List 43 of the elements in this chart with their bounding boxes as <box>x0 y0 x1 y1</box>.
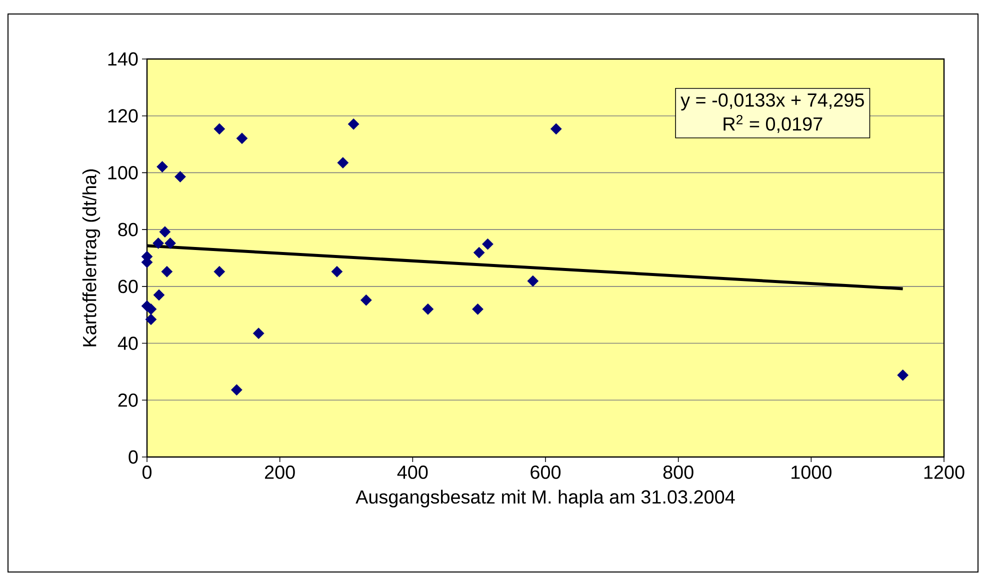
point <box>897 369 909 381</box>
point <box>214 123 226 135</box>
x-tick-label: 600 <box>530 466 561 479</box>
point <box>164 238 176 249</box>
y-tick-label: 0 <box>128 450 138 464</box>
point <box>482 238 494 250</box>
point <box>331 266 343 278</box>
point <box>473 246 485 258</box>
y-tick-label: 80 <box>118 222 138 236</box>
point <box>214 266 226 278</box>
point <box>161 266 173 278</box>
point <box>527 275 539 287</box>
y-tick-label: 20 <box>118 393 138 407</box>
x-axis-title: Ausgangsbesatz mit M. hapla am 31.03.2004 <box>356 490 735 508</box>
point <box>153 289 165 301</box>
point <box>152 238 164 249</box>
x-tick-label: 1000 <box>792 466 832 479</box>
annotation: y = -0,0133x + 74,295 <box>680 93 864 110</box>
point <box>422 303 434 315</box>
x-tick-label: 200 <box>265 466 295 479</box>
x-tick-label: 400 <box>397 466 428 479</box>
point <box>159 226 171 238</box>
point <box>230 384 242 396</box>
annotation: R$^{2}$ = 0,0197 <box>724 114 822 133</box>
point <box>337 157 349 168</box>
point <box>472 303 484 315</box>
y-tick-label: 40 <box>118 336 138 350</box>
x-tick-label: 1200 <box>924 466 964 479</box>
x-tick-label: 800 <box>663 466 694 479</box>
y-tick-label: 100 <box>108 166 138 180</box>
point <box>174 170 186 182</box>
point <box>236 132 248 144</box>
point <box>145 314 157 326</box>
point <box>348 118 360 130</box>
y-tick-label: 60 <box>118 280 138 294</box>
y-tick-label: 120 <box>108 109 138 123</box>
point <box>360 294 372 306</box>
x-tick-label: 0 <box>142 466 152 479</box>
y-axis-title: Kartoffelertrag (dt/ha) <box>82 169 100 346</box>
point <box>156 161 168 172</box>
point <box>252 328 264 340</box>
point <box>550 123 562 135</box>
y-tick-label: 140 <box>108 52 138 66</box>
